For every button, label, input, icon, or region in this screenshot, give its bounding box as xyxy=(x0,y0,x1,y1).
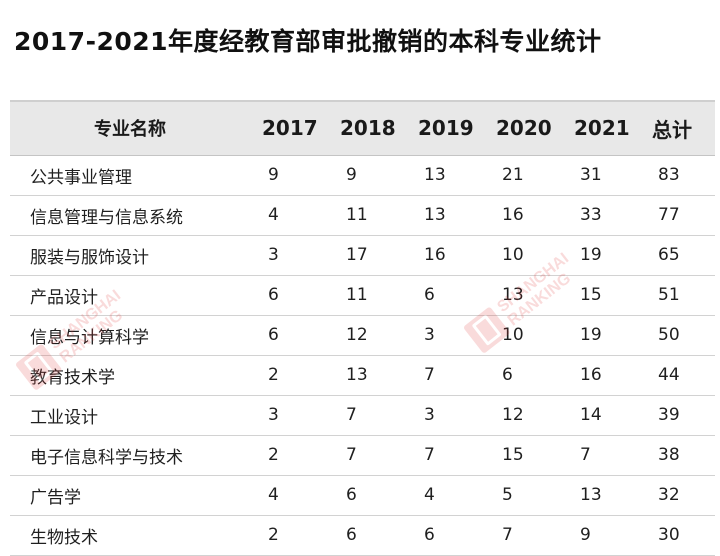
major-name-cell: 产品设计 xyxy=(30,287,98,308)
value-cell-total: 65 xyxy=(658,245,680,265)
value-cell-total: 50 xyxy=(658,325,680,345)
value-cell-total: 83 xyxy=(658,165,680,185)
value-cell-2021: 14 xyxy=(580,405,602,425)
value-cell-2019: 4 xyxy=(424,485,435,505)
table-row: 教育技术学 2 13 7 6 16 44 xyxy=(10,355,715,395)
value-cell-total: 77 xyxy=(658,205,680,225)
table-row: 信息管理与信息系统 4 11 13 16 33 77 xyxy=(10,195,715,235)
value-cell-2021: 19 xyxy=(580,245,602,265)
value-cell-2019: 7 xyxy=(424,365,435,385)
value-cell-2017: 6 xyxy=(268,325,279,345)
value-cell-2017: 3 xyxy=(268,245,279,265)
column-header-major: 专业名称 xyxy=(94,119,166,141)
value-cell-2019: 6 xyxy=(424,525,435,545)
value-cell-2019: 13 xyxy=(424,205,446,225)
column-header-total: 总计 xyxy=(652,117,692,142)
major-name-cell: 信息管理与信息系统 xyxy=(30,207,183,228)
value-cell-2019: 7 xyxy=(424,445,435,465)
value-cell-2021: 31 xyxy=(580,165,602,185)
table-row: 产品设计 6 11 6 13 15 51 xyxy=(10,275,715,315)
table-row: 公共事业管理 9 9 13 21 31 83 xyxy=(10,155,715,195)
major-name-cell: 广告学 xyxy=(30,487,81,508)
value-cell-total: 39 xyxy=(658,405,680,425)
value-cell-2021: 33 xyxy=(580,205,602,225)
value-cell-2017: 4 xyxy=(268,205,279,225)
value-cell-2017: 4 xyxy=(268,485,279,505)
value-cell-2018: 6 xyxy=(346,485,357,505)
value-cell-2020: 7 xyxy=(502,525,513,545)
value-cell-2021: 9 xyxy=(580,525,591,545)
value-cell-2018: 13 xyxy=(346,365,368,385)
value-cell-2020: 15 xyxy=(502,445,524,465)
column-header-2020: 2020 xyxy=(496,116,552,141)
statistics-table-container: 专业名称 2017 2018 2019 2020 2021 总计 公共事业管理 9… xyxy=(10,100,715,556)
value-cell-2017: 2 xyxy=(268,525,279,545)
major-name-cell: 教育技术学 xyxy=(30,367,115,388)
value-cell-total: 44 xyxy=(658,365,680,385)
value-cell-2020: 13 xyxy=(502,285,524,305)
column-header-2017: 2017 xyxy=(262,116,318,141)
value-cell-2018: 9 xyxy=(346,165,357,185)
major-name-cell: 服装与服饰设计 xyxy=(30,247,149,268)
value-cell-2019: 3 xyxy=(424,405,435,425)
value-cell-total: 51 xyxy=(658,285,680,305)
column-header-2019: 2019 xyxy=(418,116,474,141)
value-cell-2018: 7 xyxy=(346,445,357,465)
value-cell-total: 32 xyxy=(658,485,680,505)
table-body: 公共事业管理 9 9 13 21 31 83 信息管理与信息系统 4 11 13 16 33 77 服装与服… xyxy=(10,155,715,555)
value-cell-2020: 21 xyxy=(502,165,524,185)
value-cell-2017: 9 xyxy=(268,165,279,185)
major-name-cell: 生物技术 xyxy=(30,527,98,548)
value-cell-2017: 6 xyxy=(268,285,279,305)
statistics-table: 专业名称 2017 2018 2019 2020 2021 总计 公共事业管理 9… xyxy=(10,100,715,556)
column-header-2018: 2018 xyxy=(340,116,396,141)
value-cell-2020: 10 xyxy=(502,245,524,265)
page-title: 2017-2021年度经教育部审批撤销的本科专业统计 xyxy=(14,27,602,56)
value-cell-2018: 17 xyxy=(346,245,368,265)
value-cell-2018: 11 xyxy=(346,205,368,225)
major-name-cell: 公共事业管理 xyxy=(30,167,132,188)
value-cell-2020: 5 xyxy=(502,485,513,505)
value-cell-2019: 16 xyxy=(424,245,446,265)
major-name-cell: 信息与计算科学 xyxy=(30,327,149,348)
value-cell-2017: 2 xyxy=(268,365,279,385)
column-header-2021: 2021 xyxy=(574,116,630,141)
value-cell-2021: 7 xyxy=(580,445,591,465)
table-row: 工业设计 3 7 3 12 14 39 xyxy=(10,395,715,435)
major-name-cell: 电子信息科学与技术 xyxy=(30,447,183,468)
value-cell-2019: 6 xyxy=(424,285,435,305)
value-cell-2018: 12 xyxy=(346,325,368,345)
value-cell-total: 38 xyxy=(658,445,680,465)
value-cell-2020: 12 xyxy=(502,405,524,425)
table-row: 电子信息科学与技术 2 7 7 15 7 38 xyxy=(10,435,715,475)
value-cell-2020: 16 xyxy=(502,205,524,225)
value-cell-2018: 6 xyxy=(346,525,357,545)
major-name-cell: 工业设计 xyxy=(30,407,98,428)
value-cell-2019: 13 xyxy=(424,165,446,185)
value-cell-2018: 11 xyxy=(346,285,368,305)
value-cell-2020: 10 xyxy=(502,325,524,345)
table-header-row: 专业名称 2017 2018 2019 2020 2021 总计 xyxy=(10,101,715,155)
value-cell-total: 30 xyxy=(658,525,680,545)
value-cell-2021: 13 xyxy=(580,485,602,505)
value-cell-2021: 19 xyxy=(580,325,602,345)
table-row: 生物技术 2 6 6 7 9 30 xyxy=(10,515,715,555)
table-row: 广告学 4 6 4 5 13 32 xyxy=(10,475,715,515)
value-cell-2018: 7 xyxy=(346,405,357,425)
value-cell-2021: 16 xyxy=(580,365,602,385)
value-cell-2017: 3 xyxy=(268,405,279,425)
value-cell-2021: 15 xyxy=(580,285,602,305)
table-row: 信息与计算科学 6 12 3 10 19 50 xyxy=(10,315,715,355)
value-cell-2020: 6 xyxy=(502,365,513,385)
table-row: 服装与服饰设计 3 17 16 10 19 65 xyxy=(10,235,715,275)
value-cell-2019: 3 xyxy=(424,325,435,345)
value-cell-2017: 2 xyxy=(268,445,279,465)
